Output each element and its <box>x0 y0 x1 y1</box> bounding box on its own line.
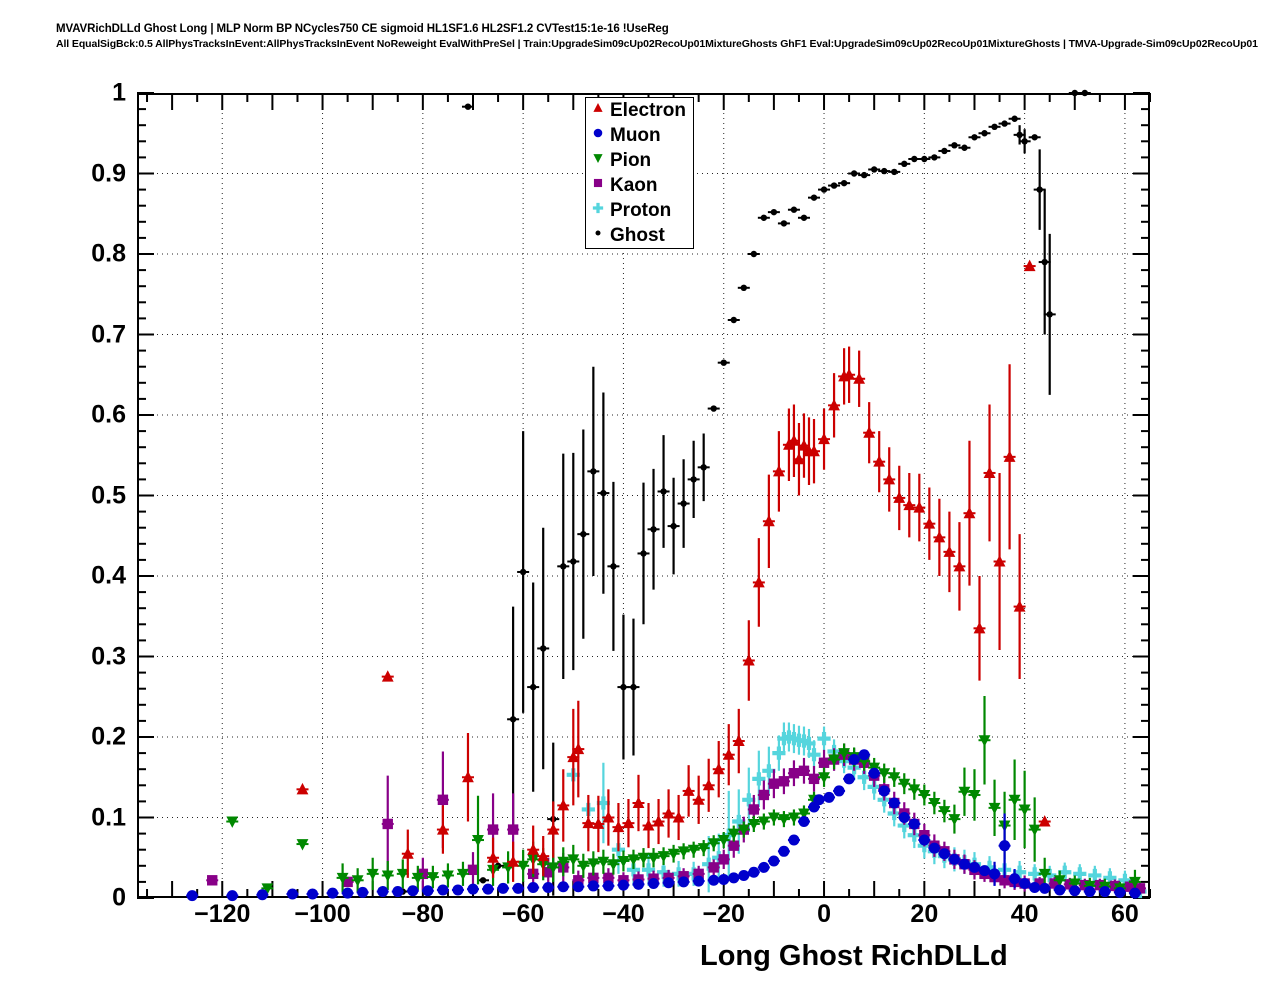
legend-label: Kaon <box>610 175 658 196</box>
triangle-down-icon <box>590 150 606 171</box>
legend: Electron Muon Pion Kaon Proton Ghost <box>585 97 694 249</box>
y-tick-label: 1 <box>112 78 126 107</box>
cross-icon <box>590 200 606 221</box>
legend-item-pion[interactable]: Pion <box>586 148 693 173</box>
y-tick-label: 0.3 <box>91 642 126 670</box>
dot-icon <box>590 225 606 246</box>
y-tick-label: 0.4 <box>91 561 126 590</box>
y-tick-label: 0.9 <box>91 159 126 187</box>
x-tick-label: −100 <box>294 900 351 928</box>
legend-item-electron[interactable]: Electron <box>586 98 693 123</box>
legend-item-ghost[interactable]: Ghost <box>586 223 693 248</box>
header-line-2: All EqualSigBck:0.5 AllPhysTracksInEvent… <box>56 38 1258 50</box>
x-tick-label: −80 <box>401 900 445 928</box>
x-tick-label: −20 <box>702 900 745 928</box>
y-tick-label: 0.8 <box>91 239 126 268</box>
square-icon <box>590 175 606 196</box>
y-tick-label: 0.5 <box>91 481 126 509</box>
x-tick-label: −120 <box>194 900 251 928</box>
x-tick-label: 20 <box>910 900 939 928</box>
legend-item-muon[interactable]: Muon <box>586 123 693 148</box>
y-tick-label: 0.1 <box>91 803 126 831</box>
legend-label: Proton <box>610 200 672 221</box>
x-tick-label: 0 <box>817 900 831 928</box>
x-tick-label: −60 <box>501 900 545 928</box>
y-tick-label: 0.2 <box>91 722 126 751</box>
x-tick-label: 40 <box>1010 900 1039 928</box>
circle-icon <box>590 125 606 146</box>
legend-label: Muon <box>610 125 661 146</box>
legend-label: Pion <box>610 150 652 171</box>
x-tick-label: −40 <box>602 900 645 928</box>
x-tick-label: 60 <box>1111 900 1139 928</box>
legend-item-proton[interactable]: Proton <box>586 198 693 223</box>
header-line-1: MVAVRichDLLd Ghost Long | MLP Norm BP NC… <box>56 23 669 35</box>
legend-item-kaon[interactable]: Kaon <box>586 173 693 198</box>
y-tick-label: 0.7 <box>91 320 126 348</box>
triangle-up-icon <box>590 100 606 121</box>
legend-label: Ghost <box>610 225 665 246</box>
y-tick-label: 0.6 <box>91 400 126 429</box>
x-axis-label: Long Ghost RichDLLd <box>700 940 1008 972</box>
y-tick-label: 0 <box>112 883 126 912</box>
legend-label: Electron <box>610 100 687 121</box>
